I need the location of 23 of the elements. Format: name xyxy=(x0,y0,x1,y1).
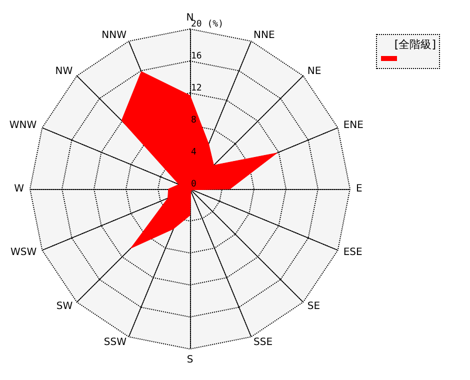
spoke-label: NW xyxy=(55,66,73,78)
y-tick-label: 0 xyxy=(191,180,196,190)
spoke-label: WSW xyxy=(10,247,37,258)
spoke-label: ESE xyxy=(343,247,362,258)
spoke-label: E xyxy=(356,184,362,194)
spoke-label: N xyxy=(186,12,194,24)
spoke-label: SSE xyxy=(254,336,273,348)
y-tick-label: 8 xyxy=(191,116,196,126)
spoke-label: SW xyxy=(56,300,73,312)
spoke-label: W xyxy=(14,184,24,194)
spoke-label: NNW xyxy=(102,30,127,42)
text: [全階級] xyxy=(393,37,437,52)
spoke-label: S xyxy=(186,354,194,366)
spoke-label: NE xyxy=(307,66,322,78)
y-tick-label: 4 xyxy=(191,148,196,158)
y-tick-label: 20 (%) xyxy=(191,20,224,30)
y-tick-label: 16 xyxy=(191,52,202,62)
spoke-label: SE xyxy=(307,300,320,312)
y-tick-label: 12 xyxy=(191,84,202,94)
spoke-label: ENE xyxy=(343,120,364,131)
spoke-label: WNW xyxy=(9,120,37,131)
spoke-label: NNE xyxy=(254,30,275,42)
spoke-label: SSW xyxy=(104,336,127,348)
